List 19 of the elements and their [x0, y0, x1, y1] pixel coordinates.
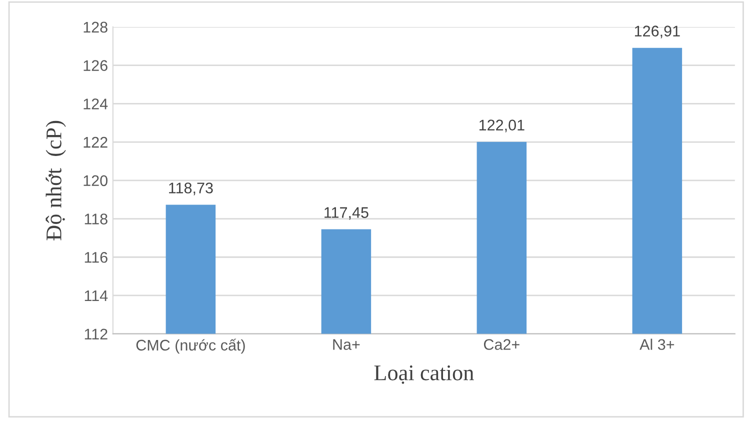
y-tick-label: 118 [84, 214, 108, 224]
x-axis-title: Loại cation [374, 365, 474, 384]
y-tick-label: 122 [84, 136, 108, 148]
y-tick-label: 112 [84, 328, 108, 340]
x-tick-label: Na+ [333, 339, 360, 350]
y-tick-label: 126 [84, 60, 108, 71]
y-tick-label: 124 [84, 98, 108, 110]
y-tick-label: 114 [84, 290, 108, 302]
data-label: 117,45 [324, 207, 368, 220]
data-label: 126,91 [634, 26, 680, 38]
x-tick-label: Ca2+ [484, 339, 520, 350]
data-label: 118,73 [169, 182, 213, 196]
y-tick-label: 128 [84, 22, 108, 33]
y-tick-label: 120 [84, 175, 108, 186]
x-tick-label: Al 3+ [640, 338, 674, 350]
x-tick-label: CMC (nước cất) [136, 338, 245, 354]
y-tick-label: 116 [84, 252, 108, 263]
data-label: 122,01 [479, 120, 524, 132]
y-axis-title: Độ nhớt (cP) [46, 120, 66, 240]
